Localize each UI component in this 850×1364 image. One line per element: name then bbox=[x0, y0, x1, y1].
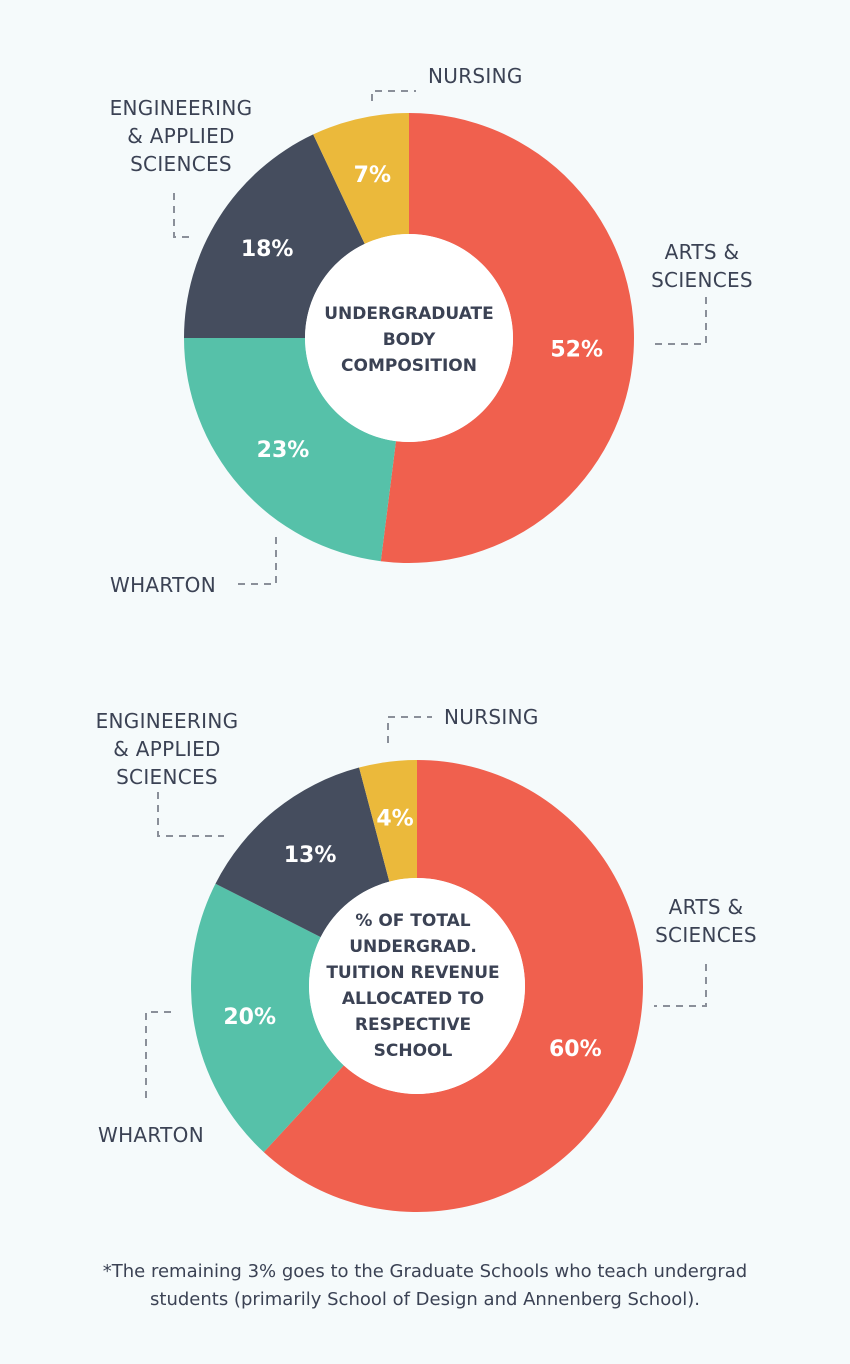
chart2-slice-nursing bbox=[359, 760, 417, 882]
chart2-legend-nursing: NURSING bbox=[444, 705, 539, 729]
undergraduate-composition-donut: 52% 23% 18% 7% bbox=[173, 90, 707, 585]
chart1-legend-wharton: WHARTON bbox=[110, 573, 216, 597]
chart2-value-label-engineering: 13% bbox=[284, 843, 337, 868]
chart2-connector-engineering bbox=[157, 792, 224, 837]
chart1-value-label-wharton: 23% bbox=[257, 438, 310, 463]
chart1-center-title: UNDERGRADUATE BODY COMPOSITION bbox=[324, 304, 494, 376]
chart1-legend-engineering: ENGINEERING & APPLIED SCIENCES bbox=[109, 96, 253, 176]
chart2-legend-engineering: ENGINEERING & APPLIED SCIENCES bbox=[95, 709, 239, 789]
tuition-revenue-donut: 60% 20% 13% 4% bbox=[145, 716, 707, 1212]
chart2-legend-arts-sciences: ARTS & SCIENCES bbox=[655, 895, 757, 947]
chart1-connector-engineering bbox=[173, 193, 194, 238]
chart2-connector-wharton bbox=[145, 1011, 172, 1098]
chart1-slice-arts-sciences bbox=[380, 113, 634, 563]
chart1-connector-nursing bbox=[371, 90, 416, 101]
chart2-value-label-nursing: 4% bbox=[376, 806, 413, 831]
chart2-connector-nursing bbox=[387, 716, 432, 743]
chart1-value-label-engineering: 18% bbox=[241, 237, 294, 262]
chart1-legend-arts-sciences: ARTS & SCIENCES bbox=[651, 240, 753, 292]
chart2-connector-arts-sciences bbox=[654, 964, 707, 1007]
chart1-value-label-arts-sciences: 52% bbox=[550, 338, 603, 363]
chart2-value-label-arts-sciences: 60% bbox=[549, 1037, 602, 1062]
footnote: *The remaining 3% goes to the Graduate S… bbox=[102, 1261, 748, 1310]
chart1-connector-wharton bbox=[238, 537, 277, 585]
chart1-slice-nursing bbox=[313, 113, 409, 244]
chart1-value-label-nursing: 7% bbox=[354, 163, 391, 188]
chart2-slice-wharton bbox=[190, 883, 344, 1153]
chart1-center-hole bbox=[305, 234, 513, 442]
chart2-slice-arts-sciences bbox=[263, 760, 644, 1212]
chart1-slice-wharton bbox=[184, 338, 396, 562]
chart1-connector-arts-sciences bbox=[654, 297, 707, 345]
chart2-center-hole bbox=[309, 878, 525, 1094]
chart1-legend-nursing: NURSING bbox=[428, 64, 523, 88]
chart2-slice-engineering bbox=[215, 767, 390, 938]
chart1-slice-engineering bbox=[184, 134, 365, 338]
chart2-legend-wharton: WHARTON bbox=[98, 1123, 204, 1147]
chart2-center-title: % OF TOTAL UNDERGRAD. TUITION REVENUE AL… bbox=[326, 911, 500, 1061]
chart2-value-label-wharton: 20% bbox=[223, 1005, 276, 1030]
